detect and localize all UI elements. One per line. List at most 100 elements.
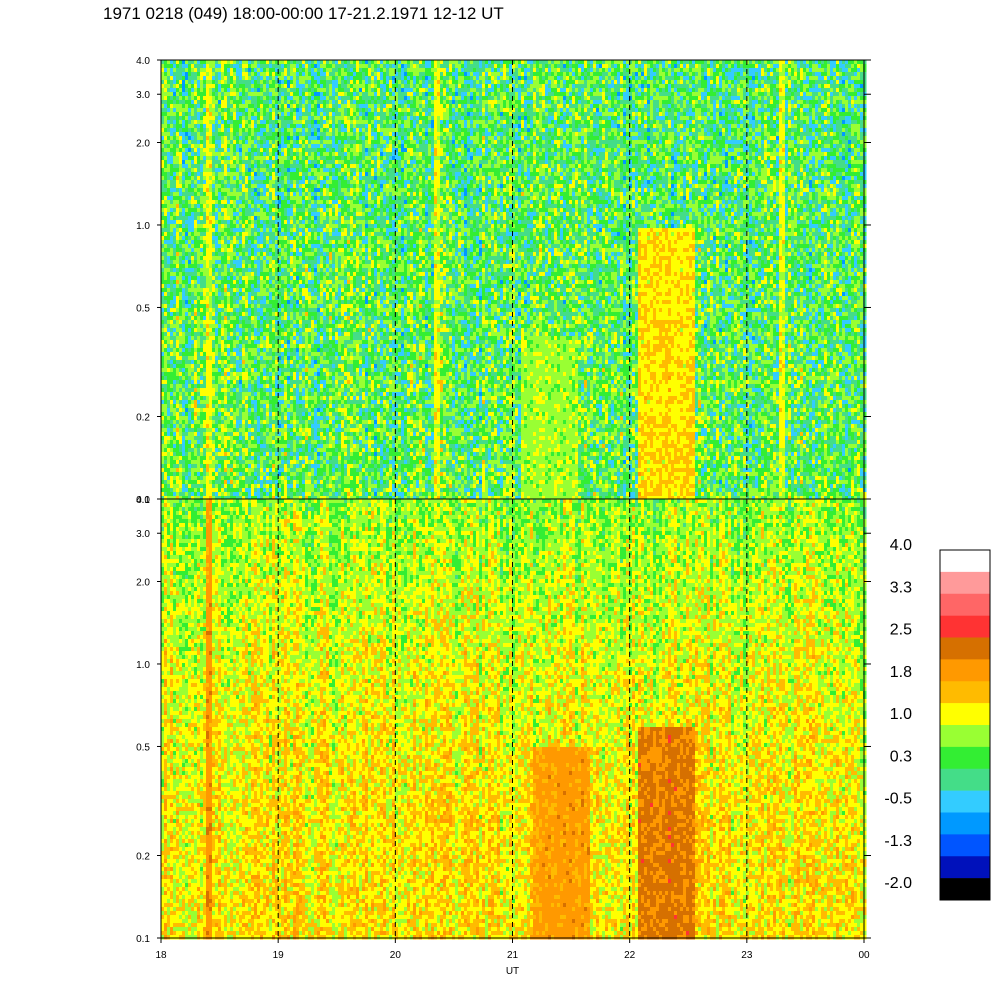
spectrogram-cell <box>215 256 219 261</box>
spectrogram-cell <box>212 356 216 361</box>
spectrogram-cell <box>185 276 189 281</box>
spectrogram-cell <box>179 156 183 161</box>
spectrogram-cell <box>170 336 174 341</box>
spectrogram-cell <box>209 208 213 213</box>
spectrogram-cell <box>188 476 192 481</box>
spectrogram-cell <box>203 352 207 357</box>
spectrogram-cell <box>194 196 198 201</box>
spectrogram-cell <box>194 400 198 405</box>
spectrogram-cell <box>188 176 192 181</box>
spectrogram-cell <box>206 200 210 205</box>
spectrogram-cell <box>218 236 222 241</box>
spectrogram-cell <box>185 176 189 181</box>
spectrogram-cell <box>164 216 168 221</box>
spectrogram-cell <box>212 396 216 401</box>
spectrogram-cell <box>179 312 183 317</box>
spectrogram-cell <box>218 372 222 377</box>
spectrogram-cell <box>194 480 198 485</box>
spectrogram-cell <box>188 492 192 497</box>
spectrogram-cell <box>197 192 201 197</box>
spectrogram-cell <box>221 132 225 137</box>
spectrogram-cell <box>185 484 189 489</box>
spectrogram-cell <box>161 104 165 109</box>
spectrogram-cell <box>218 120 222 125</box>
spectrogram-cell <box>215 164 219 169</box>
spectrogram-cell <box>200 92 204 97</box>
spectrogram-cell <box>203 112 207 117</box>
spectrogram-cell <box>167 304 171 309</box>
spectrogram-cell <box>185 492 189 497</box>
spectrogram-cell <box>200 348 204 353</box>
spectrogram-cell <box>176 352 180 357</box>
spectrogram-cell <box>170 244 174 249</box>
spectrogram-cell <box>173 232 177 237</box>
spectrogram-cell <box>197 320 201 325</box>
spectrogram-cell <box>215 448 219 453</box>
spectrogram-cell <box>179 368 183 373</box>
spectrogram-cell <box>203 472 207 477</box>
spectrogram-cell <box>200 200 204 205</box>
spectrogram-cell <box>218 348 222 353</box>
spectrogram-cell <box>161 160 165 165</box>
spectrogram-cell <box>161 424 165 429</box>
spectrogram-cell <box>197 420 201 425</box>
spectrogram-cell <box>194 160 198 165</box>
spectrogram-cell <box>167 424 171 429</box>
spectrogram-cell <box>167 156 171 161</box>
spectrogram-cell <box>194 144 198 149</box>
spectrogram-cell <box>191 116 195 121</box>
spectrogram-cell <box>188 260 192 265</box>
spectrogram-cell <box>206 304 210 309</box>
spectrogram-cell <box>194 172 198 177</box>
spectrogram-cell <box>218 72 222 77</box>
spectrogram-cell <box>221 268 225 273</box>
spectrogram-cell <box>173 308 177 313</box>
spectrogram-cell <box>203 196 207 201</box>
spectrogram-cell <box>209 112 213 117</box>
spectrogram-cell <box>185 164 189 169</box>
spectrogram-cell <box>182 292 186 297</box>
spectrogram-cell <box>194 364 198 369</box>
spectrogram-cell <box>188 284 192 289</box>
spectrogram-cell <box>209 412 213 417</box>
spectrogram-cell <box>221 180 225 185</box>
spectrogram-cell <box>197 384 201 389</box>
spectrogram-cell <box>209 156 213 161</box>
spectrogram-cell <box>167 160 171 165</box>
spectrogram-cell <box>209 436 213 441</box>
spectrogram-cell <box>176 68 180 73</box>
spectrogram-cell <box>173 196 177 201</box>
spectrogram-cell <box>167 168 171 173</box>
spectrogram-cell <box>170 484 174 489</box>
spectrogram-cell <box>215 64 219 69</box>
spectrogram-cell <box>170 268 174 273</box>
spectrogram-cell <box>206 328 210 333</box>
spectrogram-cell <box>185 144 189 149</box>
spectrogram-cell <box>209 124 213 129</box>
spectrogram-cell <box>218 124 222 129</box>
spectrogram-cell <box>212 96 216 101</box>
spectrogram-cell <box>200 192 204 197</box>
spectrogram-cell <box>182 340 186 345</box>
spectrogram-cell <box>167 264 171 269</box>
spectrogram-cell <box>179 492 183 497</box>
spectrogram-cell <box>212 80 216 85</box>
spectrogram-cell <box>161 308 165 313</box>
spectrogram-cell <box>203 424 207 429</box>
spectrogram-cell <box>206 176 210 181</box>
spectrogram-cell <box>212 244 216 249</box>
spectrogram-cell <box>203 192 207 197</box>
spectrogram-cell <box>212 480 216 485</box>
spectrogram-cell <box>173 144 177 149</box>
spectrogram-cell <box>188 124 192 129</box>
spectrogram-cell <box>185 228 189 233</box>
spectrogram-cell <box>194 484 198 489</box>
spectrogram-cell <box>170 228 174 233</box>
spectrogram-cell <box>188 464 192 469</box>
spectrogram-cell <box>206 460 210 465</box>
spectrogram-cell <box>221 144 225 149</box>
spectrogram-cell <box>191 152 195 157</box>
spectrogram-cell <box>215 84 219 89</box>
spectrogram-cell <box>188 404 192 409</box>
spectrogram-cell <box>197 440 201 445</box>
